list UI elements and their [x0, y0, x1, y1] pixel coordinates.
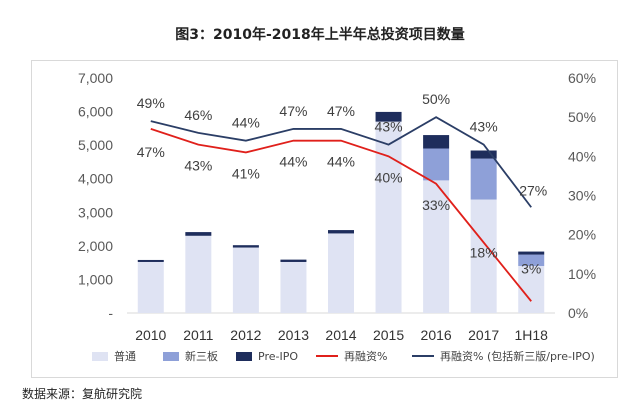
x-tick-label: 2011	[183, 327, 213, 343]
legend-item-preipo: Pre-IPO	[236, 346, 298, 366]
y-right-tick-label: 30%	[568, 188, 596, 204]
legend-swatch-refinance-all	[412, 355, 434, 357]
legend-item-refinance-all: 再融资% (包括新三版/pre-IPO)	[412, 346, 595, 366]
data-label-refinance: 18%	[470, 245, 498, 261]
y-left-tick-label: 4,000	[78, 171, 113, 187]
legend-swatch-xinsanban	[163, 351, 179, 361]
y-right-tick-label: 60%	[568, 70, 596, 86]
data-label-refinance-all: 44%	[232, 115, 260, 131]
legend-item-refinance: 再融资%	[316, 346, 387, 366]
legend-item-normal: 普通	[92, 346, 136, 366]
legend-item-xinsanban: 新三板	[163, 346, 218, 366]
x-tick-label: 2017	[468, 327, 499, 343]
source-note: 数据来源：复航研究院	[22, 387, 143, 401]
y-right-tick-label: 10%	[568, 266, 596, 282]
legend-label-preipo: Pre-IPO	[258, 349, 298, 363]
bar-preipo	[470, 150, 497, 159]
chart-frame	[31, 60, 618, 378]
y-right-tick-label: 40%	[568, 148, 596, 164]
line-refinance-all	[150, 116, 532, 208]
data-label-refinance-all: 47%	[327, 103, 355, 119]
y-left-tick-label: 7,000	[78, 70, 113, 86]
x-tick-label: 2014	[325, 327, 356, 343]
bar-normal	[280, 261, 307, 313]
bar-normal	[328, 233, 354, 313]
legend-swatch-refinance	[316, 355, 338, 357]
bar-normal	[470, 199, 497, 313]
legend-swatch-normal	[92, 351, 108, 361]
data-label-refinance: 41%	[232, 165, 260, 181]
legend-label-refinance-all: 再融资% (包括新三版/pre-IPO)	[440, 350, 595, 363]
data-label-refinance: 43%	[184, 158, 212, 174]
data-label-refinance-all: 43%	[375, 119, 403, 135]
bar-xinsanban	[470, 158, 497, 200]
x-tick-label: 2016	[421, 327, 452, 343]
legend-swatch-preipo	[236, 351, 252, 361]
x-tick-label: 2010	[135, 327, 166, 343]
y-right-tick-label: 20%	[568, 227, 596, 243]
y-left-tick-label: 6,000	[78, 104, 113, 120]
y-left-tick-label: 2,000	[78, 238, 113, 254]
data-label-refinance: 40%	[375, 169, 403, 185]
bar-xinsanban	[518, 254, 545, 266]
bar-normal	[232, 247, 259, 313]
bar-preipo	[137, 259, 164, 262]
data-label-refinance-all: 49%	[137, 95, 165, 111]
data-label-refinance: 3%	[521, 260, 541, 276]
bar-preipo	[375, 111, 402, 122]
line-refinance	[150, 128, 532, 302]
y-left-tick-label: 3,000	[78, 204, 113, 220]
bar-normal	[137, 261, 164, 313]
y-left-tick-label: 1,000	[78, 271, 113, 287]
bar-preipo	[518, 251, 545, 255]
data-label-refinance: 47%	[137, 144, 165, 160]
legend-label-xinsanban: 新三板	[185, 350, 218, 363]
y-left-tick-label: 5,000	[78, 137, 113, 153]
data-label-refinance-all: 46%	[184, 107, 212, 123]
data-label-refinance-all: 43%	[470, 119, 498, 135]
legend-label-normal: 普通	[114, 350, 136, 363]
y-left-tick-label: -	[108, 305, 113, 321]
x-tick-label: 2013	[278, 327, 309, 343]
x-tick-label: 1H18	[514, 327, 548, 343]
bar-normal	[423, 180, 450, 313]
bar-normal	[185, 235, 212, 313]
data-label-refinance-all: 27%	[519, 182, 547, 198]
x-tick-label: 2012	[230, 327, 261, 343]
bar-preipo	[232, 245, 259, 248]
bar-preipo	[185, 232, 212, 236]
data-label-refinance: 44%	[327, 154, 355, 170]
bar-preipo	[423, 135, 450, 149]
data-label-refinance-all: 50%	[422, 91, 450, 107]
y-right-tick-label: 50%	[568, 109, 596, 125]
bar-preipo	[280, 259, 307, 262]
legend-label-refinance: 再融资%	[344, 350, 388, 363]
y-right-tick-label: 0%	[568, 305, 588, 321]
data-label-refinance-all: 47%	[279, 103, 307, 119]
bar-normal	[375, 121, 402, 314]
chart-title: 图3：2010年-2018年上半年总投资项目数量	[175, 27, 465, 43]
bar-preipo	[328, 230, 354, 234]
bar-xinsanban	[423, 148, 450, 181]
data-label-refinance: 33%	[422, 197, 450, 213]
data-label-refinance: 44%	[279, 154, 307, 170]
x-tick-label: 2015	[373, 327, 404, 343]
chart-legend: 普通 新三板 Pre-IPO 再融资% 再融资% (包括新三版/pre-IPO)	[0, 346, 640, 368]
